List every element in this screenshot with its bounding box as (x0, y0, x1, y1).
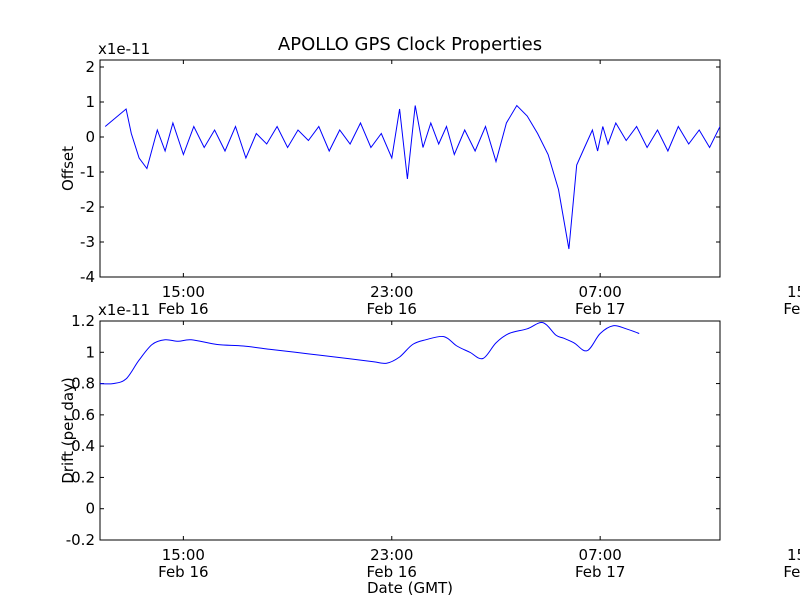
drift-x-tick-date: Feb 17 (575, 563, 625, 581)
drift-x-tick-date: Feb 16 (367, 563, 417, 581)
offset-x-tick-time: 23:00 (370, 283, 413, 301)
offset-x-tick-date: Feb 16 (158, 300, 208, 318)
drift-y-multiplier: x1e-11 (98, 301, 150, 319)
offset-y-multiplier: x1e-11 (98, 40, 150, 58)
drift-x-axis-label: Date (GMT) (367, 579, 453, 597)
drift-x-tick-date: Feb 17 (783, 563, 800, 581)
drift-x-tick-time: 07:00 (579, 546, 622, 564)
drift-y-tick-label: 0.4 (71, 437, 95, 455)
drift-y-tick-label: 0 (85, 500, 95, 518)
offset-y-tick-label: 2 (85, 58, 95, 76)
offset-x-tick-time: 15:00 (787, 283, 800, 301)
offset-y-axis-label: Offset (59, 146, 77, 191)
drift-x-tick-time: 15:00 (787, 546, 800, 564)
drift-y-tick-label: 0.2 (71, 468, 95, 486)
drift-x-tick-date: Feb 16 (158, 563, 208, 581)
offset-x-tick-date: Feb 16 (367, 300, 417, 318)
offset-series-line (104, 104, 720, 250)
offset-y-tick-label: -3 (80, 233, 95, 251)
drift-y-tick-label: -0.2 (66, 531, 95, 549)
offset-y-tick-label: -4 (80, 268, 95, 286)
offset-y-tick-label: -2 (80, 198, 95, 216)
drift-y-tick-label: 1.2 (71, 312, 95, 330)
drift-y-axis-label: Drift (per day) (59, 377, 77, 484)
drift-y-tick-label: 0.6 (71, 406, 95, 424)
drift-x-tick-time: 23:00 (370, 546, 413, 564)
offset-x-tick-time: 07:00 (579, 283, 622, 301)
drift-y-tick-label: 0.8 (71, 375, 95, 393)
offset-y-tick-label: -1 (80, 163, 95, 181)
drift-series-line (100, 321, 640, 385)
offset-x-tick-date: Feb 17 (783, 300, 800, 318)
chart-title: APOLLO GPS Clock Properties (278, 34, 542, 55)
offset-x-tick-time: 15:00 (162, 283, 205, 301)
drift-x-tick-time: 15:00 (162, 546, 205, 564)
offset-y-tick-label: 1 (85, 93, 95, 111)
drift-y-tick-label: 1 (85, 343, 95, 361)
offset-x-tick-date: Feb 17 (575, 300, 625, 318)
drift-plot-frame (99, 320, 721, 541)
offset-y-tick-label: 0 (85, 128, 95, 146)
offset-plot-frame (99, 59, 721, 278)
